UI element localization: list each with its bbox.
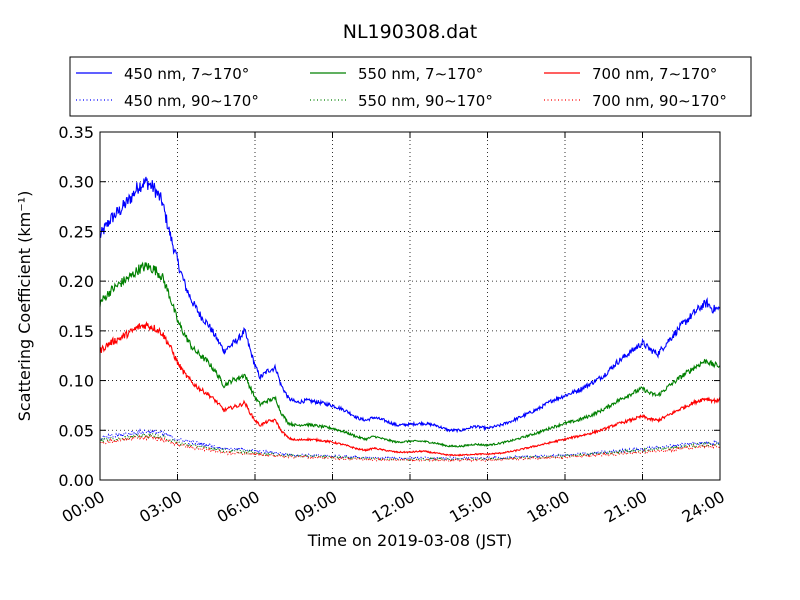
- x-tick-label: 06:00: [214, 487, 263, 527]
- legend-box: [69, 56, 752, 117]
- x-axis-label: Time on 2019-03-08 (JST): [307, 531, 512, 550]
- x-tick-label: 24:00: [679, 487, 728, 527]
- series-line-3: [99, 428, 721, 461]
- series-line-1: [99, 261, 721, 448]
- x-tick-label: 18:00: [524, 487, 573, 527]
- data-series: [99, 176, 721, 463]
- y-tick-label: 0.10: [58, 372, 94, 391]
- y-tick-label: 0.20: [58, 272, 94, 291]
- series-line-4: [99, 431, 721, 462]
- legend-label: 450 nm, 7∼170°: [124, 65, 249, 83]
- x-tick-label: 21:00: [601, 487, 650, 527]
- series-line-0: [99, 176, 721, 434]
- y-tick-label: 0.05: [58, 421, 94, 440]
- y-tick-label: 0.00: [58, 471, 94, 490]
- legend: 450 nm, 7∼170° 550 nm, 7∼170° 700 nm, 7∼17…: [69, 56, 752, 117]
- y-axis-label: Scattering Coefficient (km⁻¹): [15, 191, 34, 422]
- x-tick-label: 15:00: [446, 487, 495, 527]
- y-tick-label: 0.35: [58, 123, 94, 142]
- legend-label: 450 nm, 90∼170°: [124, 92, 259, 110]
- y-tick-label: 0.30: [58, 173, 94, 192]
- y-tick-label: 0.25: [58, 222, 94, 241]
- legend-label: 700 nm, 7∼170°: [592, 65, 717, 83]
- x-tick-label: 03:00: [136, 487, 185, 527]
- chart-title: NL190308.dat: [343, 21, 478, 43]
- y-tick-label: 0.15: [58, 322, 94, 341]
- legend-label: 550 nm, 7∼170°: [358, 65, 483, 83]
- legend-label: 550 nm, 90∼170°: [358, 92, 493, 110]
- x-tick-label: 00:00: [59, 487, 108, 527]
- grid-lines: [100, 132, 720, 480]
- axis-ticks: 00:00 03:00 06:00 09:00 12:00 15:00 18:00 21:00…: [58, 123, 728, 527]
- series-line-2: [99, 321, 721, 457]
- x-tick-label: 09:00: [291, 487, 340, 527]
- x-tick-label: 12:00: [369, 487, 418, 527]
- legend-label: 700 nm, 90∼170°: [592, 92, 727, 110]
